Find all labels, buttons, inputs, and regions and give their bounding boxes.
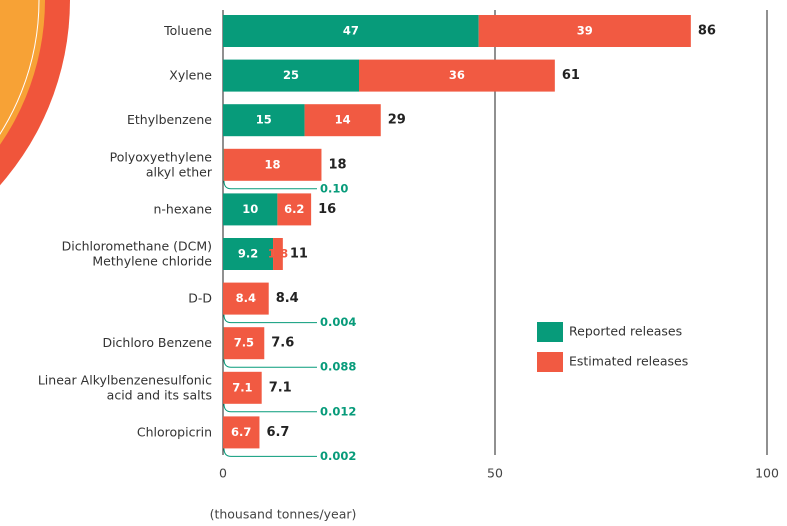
bar-segment — [223, 148, 322, 181]
y-tick-label: Dichloro Benzene — [102, 335, 212, 350]
bar-segment — [304, 104, 381, 137]
callout-label: 0.088 — [320, 360, 356, 374]
total-label: 7.6 — [271, 336, 294, 351]
bar-label: 47 — [343, 24, 359, 38]
bar-segment — [223, 238, 274, 270]
bar-segment — [223, 282, 269, 315]
y-tick-label: Dichloromethane (DCM) Methylene chloride — [62, 238, 213, 268]
x-axis-label: (thousand tonnes/year) — [210, 507, 357, 522]
bar-segment — [223, 416, 260, 449]
y-tick-label: Linear Alkylbenzenesulfonic acid and its … — [38, 372, 212, 402]
x-tick-label: 0 — [219, 466, 227, 481]
callout-label: 0.012 — [320, 404, 356, 418]
total-label: 18 — [328, 157, 346, 172]
bar-label: 7.1 — [232, 380, 252, 394]
total-label: 7.1 — [269, 380, 292, 395]
bar-label: 6.2 — [284, 202, 304, 216]
callout-line — [223, 314, 317, 324]
y-tick-label: Ethylbenzene — [127, 112, 212, 127]
legend-swatch — [537, 322, 563, 342]
total-label: 11 — [290, 247, 308, 262]
bar-segment — [223, 148, 224, 181]
bar-segment — [223, 193, 278, 226]
decoration — [0, 0, 70, 186]
bar-segment — [273, 238, 283, 270]
x-tick-label: 100 — [755, 466, 779, 481]
bar-label: 6.7 — [231, 425, 251, 439]
total-label: 61 — [562, 68, 580, 83]
bar-label: 9.2 — [238, 247, 258, 261]
y-tick-label: Polyoxyethylene alkyl ether — [110, 149, 213, 179]
callout-line — [223, 403, 317, 413]
bar-segment — [277, 193, 312, 226]
total-label: 8.4 — [276, 291, 299, 306]
bar-segment — [478, 15, 691, 47]
bar-label: 25 — [283, 68, 299, 82]
x-tick-label: 50 — [487, 466, 503, 481]
bar-segment — [223, 59, 359, 92]
callout-line — [223, 180, 317, 190]
y-tick-label: Toluene — [163, 23, 212, 38]
y-tick-label: n-hexane — [154, 201, 213, 216]
bar-label: 10 — [242, 202, 258, 216]
callout-line — [223, 359, 317, 368]
bar-segment — [359, 59, 555, 92]
legend-label: Estimated releases — [569, 354, 688, 369]
total-label: 86 — [698, 24, 716, 39]
bar-segment — [223, 104, 305, 137]
bar-label: 18 — [264, 157, 280, 171]
bar-segment — [223, 371, 262, 404]
y-tick-label: Chloropicrin — [137, 424, 212, 439]
callout-label: 0.002 — [320, 449, 356, 463]
bar-label: 36 — [449, 68, 465, 82]
total-label: 16 — [318, 202, 336, 217]
callout-line — [223, 448, 317, 457]
bar-label: 14 — [335, 113, 351, 127]
total-label: 6.7 — [266, 425, 289, 440]
callout-label: 0.004 — [320, 315, 356, 329]
bar-label: 1.8 — [268, 247, 288, 261]
bar-label: 39 — [577, 24, 593, 38]
total-label: 29 — [388, 113, 406, 128]
bar-label: 8.4 — [236, 291, 256, 305]
bar-segment — [223, 15, 479, 47]
bar-segment — [223, 327, 265, 360]
legend-label: Reported releases — [569, 324, 682, 339]
callout-label: 0.10 — [320, 181, 348, 195]
y-tick-label: D-D — [188, 290, 212, 305]
legend-swatch — [537, 352, 563, 372]
y-tick-label: Xylene — [169, 67, 212, 82]
bar-label: 15 — [256, 113, 272, 127]
bar-label: 7.5 — [234, 336, 254, 350]
